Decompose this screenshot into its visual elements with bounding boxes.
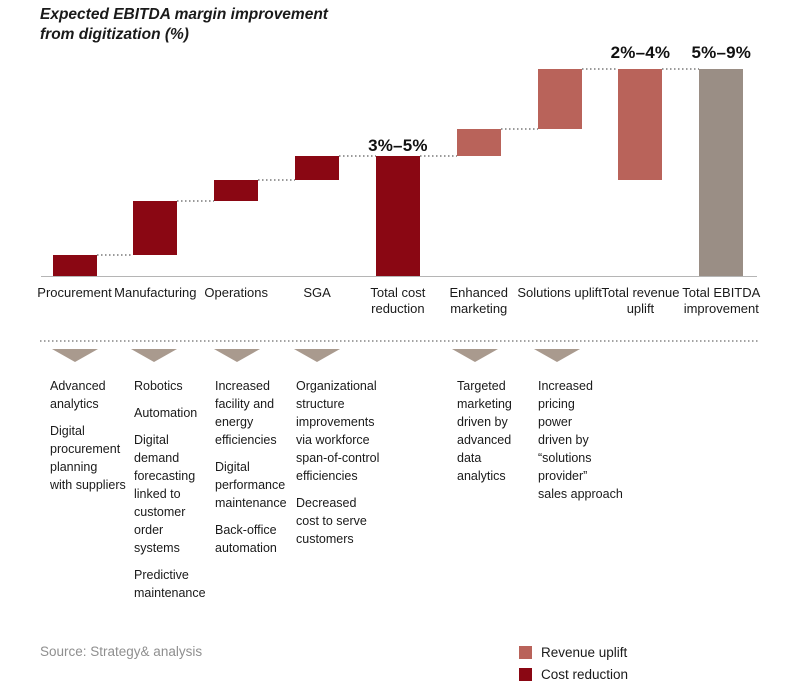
driver-note: Decreased cost to serve customers — [296, 496, 367, 546]
dotted-connector — [258, 179, 296, 181]
legend-label: Revenue uplift — [541, 644, 628, 660]
bar-total-ebitda-improvement — [699, 69, 744, 276]
driver-note: Automation — [134, 406, 198, 420]
bar-sga — [295, 156, 340, 180]
down-arrow-icon-procurement — [52, 349, 98, 362]
driver-note: Increased facility and energy efficienci… — [215, 379, 277, 447]
driver-note: Robotics — [134, 379, 183, 393]
bar-operations — [214, 180, 259, 201]
dotted-connector — [500, 128, 538, 130]
value-label-total-ebitda-improvement: 5%–9% — [691, 43, 752, 62]
bar-manufacturing — [133, 201, 178, 255]
legend: Revenue uplift Cost reduction — [519, 645, 628, 689]
dotted-connector — [581, 68, 619, 70]
driver-note: Back-office automation — [215, 523, 277, 555]
cost-reduction-swatch — [519, 667, 532, 681]
category-label-solutions-uplift: Solutions uplift — [517, 285, 602, 300]
dotted-separator-line — [40, 340, 758, 342]
dotted-connector — [96, 254, 134, 256]
bar-enhanced-marketing — [456, 129, 501, 156]
category-label-operations: Operations — [204, 285, 268, 300]
driver-notes-operations: Increased facility and energy efficienci… — [215, 377, 310, 566]
down-arrow-icon-enhanced-marketing — [452, 349, 498, 362]
down-arrow-icon-manufacturing — [131, 349, 177, 362]
driver-note: Predictive maintenance — [134, 568, 206, 600]
legend-label: Cost reduction — [541, 666, 629, 682]
x-axis-line — [41, 276, 757, 277]
category-label-total-ebitda-improvement: Total EBITDA improvement — [682, 285, 761, 316]
driver-notes-procurement: Advanced analytics Digital procurement pl… — [50, 377, 150, 503]
driver-notes-solutions-uplift: Increased pricing power driven by “solut… — [538, 377, 638, 512]
dotted-connector — [339, 155, 376, 157]
category-label-enhanced-marketing: Enhanced marketing — [449, 285, 509, 316]
bar-procurement — [52, 255, 97, 276]
driver-note: Organizational structure improvements vi… — [296, 379, 380, 483]
legend-item-cost-reduction: Cost reduction — [519, 666, 629, 682]
down-arrow-icon-solutions-uplift — [534, 349, 580, 362]
category-label-total-cost-reduction: Total cost reduction — [370, 285, 426, 316]
driver-note: Increased pricing power driven by “solut… — [538, 379, 623, 501]
value-label-total-revenue-uplift: 2%–4% — [610, 43, 671, 62]
category-label-total-revenue-uplift: Total revenue uplift — [601, 285, 680, 316]
dotted-connector — [419, 155, 457, 157]
driver-note: Digital demand forecasting linked to cus… — [134, 433, 196, 555]
bar-total-cost-reduction — [375, 156, 420, 276]
driver-notes-manufacturing: Robotics Automation Digital demand forecas… — [134, 377, 224, 611]
driver-note: Digital procurement planning with suppli… — [50, 424, 126, 492]
bar-solutions-uplift — [537, 69, 582, 129]
revenue-uplift-swatch — [519, 645, 532, 659]
dotted-connector — [177, 200, 215, 202]
chart-title: Expected EBITDA margin improvement from … — [40, 6, 328, 43]
legend-item-revenue-uplift: Revenue uplift — [519, 644, 628, 660]
driver-note: Advanced analytics — [50, 379, 106, 411]
dotted-connector — [662, 68, 700, 70]
driver-note: Targeted marketing driven by advanced da… — [457, 379, 512, 483]
value-label-total-cost-reduction: 3%–5% — [368, 136, 428, 155]
category-label-sga: SGA — [303, 285, 331, 300]
driver-notes-sga: Organizational structure improvements vi… — [296, 377, 401, 557]
driver-notes-enhanced-marketing: Targeted marketing driven by advanced da… — [457, 377, 542, 494]
category-label-procurement: Procurement — [37, 285, 112, 300]
driver-note: Digital performance maintenance — [215, 460, 287, 510]
down-arrow-icon-sga — [294, 349, 340, 362]
bar-total-revenue-uplift — [618, 69, 663, 180]
source-note: Source: Strategy& analysis — [40, 644, 203, 659]
down-arrow-icon-operations — [214, 349, 260, 362]
category-label-manufacturing: Manufacturing — [114, 285, 197, 300]
